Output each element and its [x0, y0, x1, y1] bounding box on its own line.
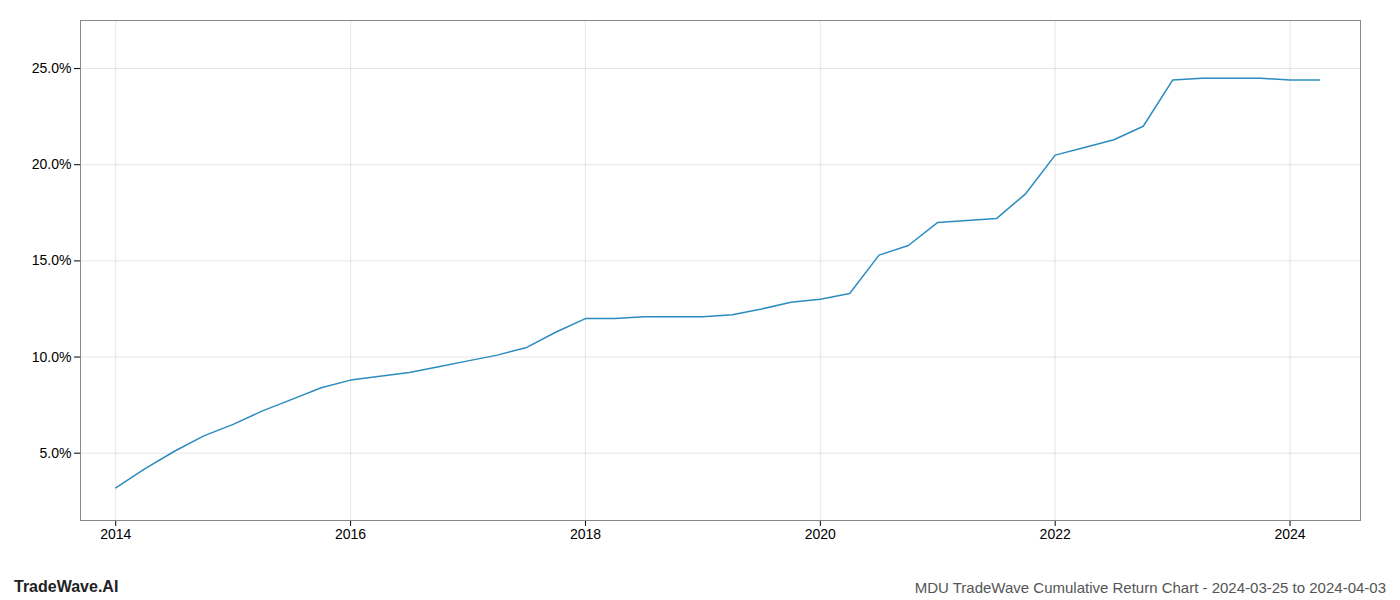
html-text:TradeWave.AI: TradeWave.AI — [14, 578, 119, 595]
svg-text:2018: 2018 — [570, 526, 601, 542]
html-text:MDU TradeWave Cumulative Retur: MDU TradeWave Cumulative Return Chart - … — [914, 579, 1386, 596]
svg-text:2016: 2016 — [335, 526, 366, 542]
svg-text:20.0%: 20.0% — [32, 156, 72, 172]
svg-text:2020: 2020 — [805, 526, 836, 542]
svg-text:25.0%: 25.0% — [32, 60, 72, 76]
svg-text:2014: 2014 — [100, 526, 131, 542]
svg-text:5.0%: 5.0% — [40, 445, 72, 461]
svg-text:15.0%: 15.0% — [32, 252, 72, 268]
svg-text:2022: 2022 — [1040, 526, 1071, 542]
svg-text:10.0%: 10.0% — [32, 349, 72, 365]
svg-text:2024: 2024 — [1274, 526, 1305, 542]
